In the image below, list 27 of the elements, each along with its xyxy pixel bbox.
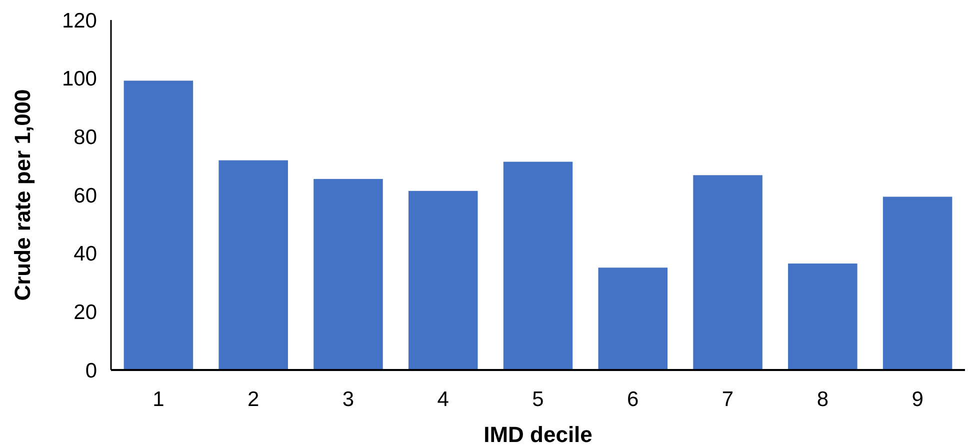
y-tick-label: 120 [62,9,97,32]
x-axis-title: IMD decile [484,422,592,447]
x-tick-label: 9 [912,388,924,411]
x-tick-label: 8 [816,388,829,411]
bar [598,268,668,370]
x-tick-label: 7 [722,388,734,411]
bar [693,175,762,370]
bar [218,160,288,370]
x-tick-label: 5 [532,388,544,411]
x-tick-label: 6 [627,388,639,411]
y-tick-label: 100 [62,68,97,91]
bar [882,196,952,370]
y-tick-label: 40 [74,242,97,266]
x-tick-label: 4 [437,388,450,411]
y-tick-label: 20 [74,301,97,324]
x-tick-label: 3 [342,388,354,411]
y-tick-label: 60 [74,184,97,208]
x-tick-label: 1 [152,388,164,411]
bar [408,190,478,370]
y-tick-label: 0 [85,359,97,382]
bar [124,80,194,370]
bar [503,162,573,370]
y-tick-label: 80 [74,126,97,150]
bar [788,264,858,370]
y-axis-title: Crude rate per 1,000 [10,89,35,301]
bar [314,178,383,370]
x-tick-label: 2 [247,388,260,411]
